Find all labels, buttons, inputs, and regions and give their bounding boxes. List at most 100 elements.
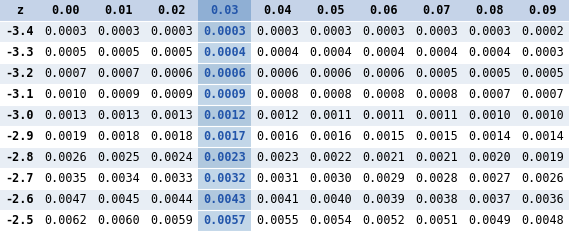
Text: 0.0045: 0.0045 — [97, 193, 140, 206]
Bar — [463, 21, 516, 42]
Bar — [92, 0, 145, 21]
Text: 0.0007: 0.0007 — [522, 88, 564, 101]
Text: -2.7: -2.7 — [5, 172, 34, 185]
Text: 0.0003: 0.0003 — [415, 25, 458, 38]
Text: 0.0031: 0.0031 — [256, 172, 299, 185]
Text: 0.0010: 0.0010 — [44, 88, 87, 101]
Text: 0.0059: 0.0059 — [150, 214, 193, 227]
Bar — [0, 126, 39, 147]
Bar — [463, 189, 516, 210]
Bar — [251, 105, 304, 126]
Text: 0.0013: 0.0013 — [150, 109, 193, 122]
Text: 0.0005: 0.0005 — [469, 67, 511, 80]
Text: 0.0011: 0.0011 — [309, 109, 352, 122]
Text: 0.0039: 0.0039 — [362, 193, 405, 206]
Text: 0.08: 0.08 — [475, 4, 504, 17]
Text: 0.0005: 0.0005 — [522, 67, 564, 80]
Text: 0.0041: 0.0041 — [256, 193, 299, 206]
Bar — [145, 147, 198, 168]
Bar — [92, 42, 145, 63]
Text: 0.0008: 0.0008 — [362, 88, 405, 101]
Bar — [0, 105, 39, 126]
Bar — [145, 189, 198, 210]
Bar — [304, 105, 357, 126]
Bar — [410, 0, 463, 21]
Text: 0.0007: 0.0007 — [469, 88, 511, 101]
Bar — [0, 189, 39, 210]
Bar — [39, 63, 92, 84]
Bar — [357, 210, 410, 231]
Bar — [516, 147, 569, 168]
Bar — [39, 126, 92, 147]
Bar — [357, 42, 410, 63]
Bar — [463, 63, 516, 84]
Bar — [463, 168, 516, 189]
Text: 0.0004: 0.0004 — [203, 46, 246, 59]
Bar — [304, 147, 357, 168]
Text: 0.0003: 0.0003 — [469, 25, 511, 38]
Bar — [0, 84, 39, 105]
Text: 0.0015: 0.0015 — [415, 130, 458, 143]
Bar — [0, 147, 39, 168]
Text: 0.0014: 0.0014 — [469, 130, 511, 143]
Bar — [516, 189, 569, 210]
Bar — [463, 42, 516, 63]
Bar — [39, 42, 92, 63]
Bar — [251, 168, 304, 189]
Text: 0.0018: 0.0018 — [97, 130, 140, 143]
Text: 0.0038: 0.0038 — [415, 193, 458, 206]
Bar — [251, 84, 304, 105]
Text: 0.0012: 0.0012 — [203, 109, 246, 122]
Bar — [357, 105, 410, 126]
Text: 0.01: 0.01 — [104, 4, 133, 17]
Bar — [304, 0, 357, 21]
Text: 0.0015: 0.0015 — [362, 130, 405, 143]
Text: 0.0012: 0.0012 — [256, 109, 299, 122]
Text: 0.0017: 0.0017 — [203, 130, 246, 143]
Text: 0.0009: 0.0009 — [97, 88, 140, 101]
Text: 0.00: 0.00 — [51, 4, 80, 17]
Bar — [251, 63, 304, 84]
Text: 0.0027: 0.0027 — [469, 172, 511, 185]
Text: 0.0054: 0.0054 — [309, 214, 352, 227]
Text: 0.0016: 0.0016 — [256, 130, 299, 143]
Text: -2.6: -2.6 — [5, 193, 34, 206]
Text: 0.0006: 0.0006 — [256, 67, 299, 80]
Text: 0.0036: 0.0036 — [522, 193, 564, 206]
Text: 0.0023: 0.0023 — [203, 151, 246, 164]
Bar — [410, 189, 463, 210]
Text: 0.0016: 0.0016 — [309, 130, 352, 143]
Bar — [463, 126, 516, 147]
Bar — [304, 210, 357, 231]
Bar — [410, 168, 463, 189]
Text: 0.0007: 0.0007 — [44, 67, 87, 80]
Text: 0.0048: 0.0048 — [522, 214, 564, 227]
Text: 0.0035: 0.0035 — [44, 172, 87, 185]
Bar — [304, 63, 357, 84]
Bar — [410, 63, 463, 84]
Bar — [145, 84, 198, 105]
Bar — [410, 42, 463, 63]
Text: 0.0028: 0.0028 — [415, 172, 458, 185]
Text: 0.0030: 0.0030 — [309, 172, 352, 185]
Text: -3.0: -3.0 — [5, 109, 34, 122]
Bar — [198, 105, 251, 126]
Text: 0.0049: 0.0049 — [469, 214, 511, 227]
Text: 0.0018: 0.0018 — [150, 130, 193, 143]
Text: 0.0032: 0.0032 — [203, 172, 246, 185]
Bar — [0, 168, 39, 189]
Text: 0.0007: 0.0007 — [97, 67, 140, 80]
Bar — [251, 189, 304, 210]
Text: 0.0044: 0.0044 — [150, 193, 193, 206]
Text: 0.0010: 0.0010 — [469, 109, 511, 122]
Text: 0.0013: 0.0013 — [97, 109, 140, 122]
Text: 0.03: 0.03 — [210, 4, 239, 17]
Bar — [516, 63, 569, 84]
Text: 0.0024: 0.0024 — [150, 151, 193, 164]
Bar — [0, 210, 39, 231]
Bar — [357, 84, 410, 105]
Text: 0.0019: 0.0019 — [522, 151, 564, 164]
Bar — [39, 210, 92, 231]
Text: -2.8: -2.8 — [5, 151, 34, 164]
Bar — [198, 147, 251, 168]
